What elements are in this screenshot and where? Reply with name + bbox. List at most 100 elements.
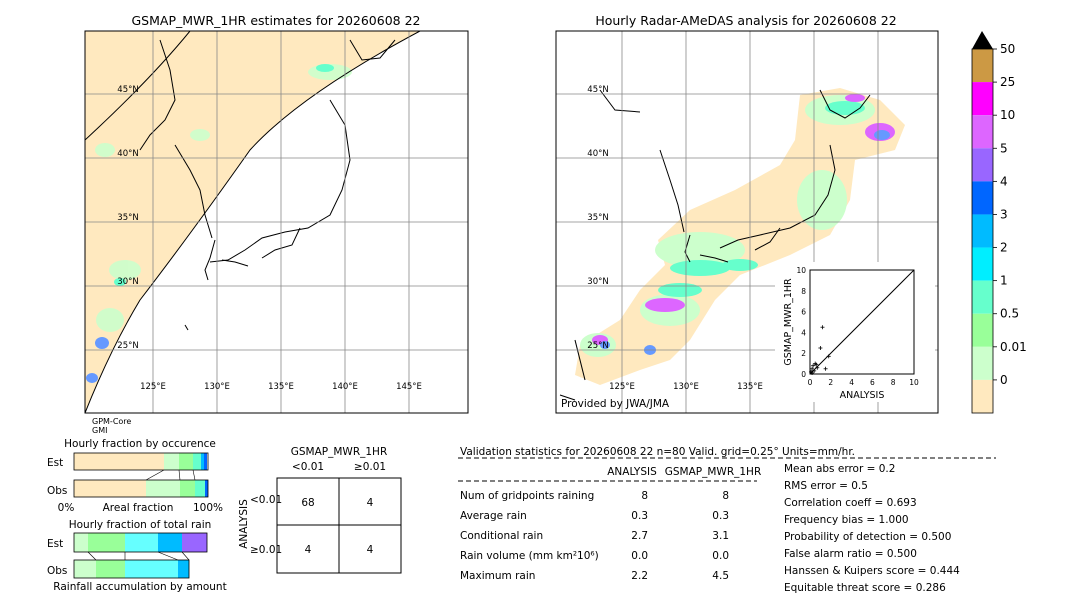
contingency-table: GSMAP_MWR_1HR <0.01 ≥0.01 ANALYSIS <0.01… — [238, 446, 402, 574]
colorbar-label: 2 — [1000, 241, 1008, 255]
colorbar-cell — [972, 379, 993, 413]
left-lon-label: 140°E — [332, 382, 358, 392]
scatter-ylabel: GSMAP_MWR_1HR — [783, 278, 794, 366]
scatter-xtick: 0 — [808, 378, 813, 387]
validation-score: Probability of detection = 0.500 — [784, 531, 951, 543]
scatter-xtick: 6 — [870, 378, 875, 387]
right-map-title: Hourly Radar-AMeDAS analysis for 2026060… — [595, 13, 896, 28]
contingency-row-header: ≥0.01 — [250, 544, 282, 556]
right-lat-label: 35°N — [587, 213, 608, 223]
scatter-xlabel: ANALYSIS — [840, 390, 885, 401]
scatter-point — [823, 366, 828, 371]
right-lat-label: 45°N — [587, 85, 608, 95]
colorbar-cell — [972, 247, 993, 281]
validation-row-label: Num of gridpoints raining — [460, 490, 594, 502]
validation-row-analysis: 0.3 — [631, 510, 648, 522]
left-lat-label: 45°N — [117, 85, 138, 95]
scatter-xtick: 2 — [828, 378, 833, 387]
left-footnote: GMI — [92, 426, 107, 435]
validation-score: Mean abs error = 0.2 — [784, 463, 895, 475]
colorbar-label: 1 — [1000, 274, 1008, 288]
left-lat-label: 30°N — [117, 277, 138, 287]
axis-mid: Areal fraction — [103, 502, 174, 514]
contingency-row-header: <0.01 — [250, 494, 282, 506]
colorbar: 50 25 10 5 4 3 2 1 0.5 0.01 0 — [971, 31, 1027, 414]
colorbar-cell — [972, 82, 993, 116]
left-lat-label: 25°N — [117, 341, 138, 351]
left-lon-label: 145°E — [396, 382, 422, 392]
validation-row-gsmap: 0.3 — [712, 510, 729, 522]
validation-row-label: Average rain — [460, 510, 527, 522]
validation-score: Equitable threat score = 0.286 — [784, 582, 946, 594]
contingency-row-axis: ANALYSIS — [238, 499, 250, 549]
col-analysis: ANALYSIS — [607, 466, 657, 478]
right-lat-label: 25°N — [587, 341, 608, 351]
left-swath — [85, 31, 420, 413]
validation-row-label: Rain volume (mm km²10⁶) — [460, 550, 599, 562]
contingency-cell: 4 — [367, 544, 374, 556]
colorbar-label: 4 — [1000, 174, 1008, 188]
axis-right: 100% — [193, 502, 223, 514]
contingency-col-header: <0.01 — [292, 461, 324, 473]
colorbar-label: 0.01 — [1000, 340, 1027, 354]
scatter-point — [820, 325, 825, 330]
scatter-ytick: 0 — [801, 370, 806, 379]
scatter-point — [826, 354, 831, 359]
colorbar-cell — [972, 148, 993, 182]
right-lon-label: 130°E — [673, 382, 699, 392]
validation-row-analysis: 8 — [641, 490, 648, 502]
left-map-title: GSMAP_MWR_1HR estimates for 20260608 22 — [132, 13, 421, 28]
colorbar-label: 0.5 — [1000, 307, 1019, 321]
validation-row-gsmap: 8 — [722, 490, 729, 502]
scatter-ytick: 4 — [801, 328, 806, 337]
colorbar-cell — [972, 313, 993, 347]
fraction-occurrence-title: Hourly fraction by occurence — [64, 438, 216, 450]
scatter-point — [810, 370, 815, 375]
left-lat-label: 40°N — [117, 149, 138, 159]
col-gsmap: GSMAP_MWR_1HR — [665, 466, 761, 478]
validation-row-label: Conditional rain — [460, 530, 543, 542]
row-label-est: Est — [47, 457, 63, 469]
contingency-title: GSMAP_MWR_1HR — [291, 446, 387, 458]
scatter-point — [814, 362, 819, 367]
colorbar-label: 3 — [1000, 207, 1008, 221]
validation-score: Hanssen & Kuipers score = 0.444 — [784, 565, 960, 577]
colorbar-cell — [972, 280, 993, 314]
validation-row-analysis: 2.7 — [631, 530, 648, 542]
colorbar-label: 5 — [1000, 141, 1008, 155]
colorbar-cell — [972, 181, 993, 215]
scatter-ytick: 6 — [801, 308, 806, 317]
scatter-xtick: 4 — [849, 378, 854, 387]
colorbar-extend-arrow — [972, 31, 993, 49]
row-label-obs: Obs — [47, 485, 67, 497]
left-lat-label: 35°N — [117, 213, 138, 223]
scatter-ytick: 10 — [796, 266, 806, 275]
validation-score: False alarm ratio = 0.500 — [784, 548, 917, 560]
validation-row-analysis: 2.2 — [631, 570, 648, 582]
fraction-total-title: Hourly fraction of total rain — [69, 519, 212, 531]
right-credit: Provided by JWA/JMA — [561, 398, 670, 410]
colorbar-label: 10 — [1000, 108, 1015, 122]
validation-row-gsmap: 4.5 — [712, 570, 729, 582]
colorbar-cell — [972, 346, 993, 380]
scatter-inset: 00 2 2 4 4 6 6 8 8 10 10 ANALYSIS GSMAP_MWR_1HR — [783, 266, 919, 401]
row-label-obs: Obs — [47, 565, 67, 577]
right-lat-label: 40°N — [587, 149, 608, 159]
validation-header: Validation statistics for 20260608 22 n=… — [460, 446, 855, 458]
validation-score: Correlation coeff = 0.693 — [784, 497, 917, 509]
validation-score: Frequency bias = 1.000 — [784, 514, 909, 526]
contingency-cell: 4 — [367, 497, 374, 509]
scatter-xtick: 10 — [909, 378, 919, 387]
right-lat-label: 30°N — [587, 277, 608, 287]
scatter-point — [810, 366, 815, 371]
left-lon-label: 125°E — [140, 382, 166, 392]
contingency-col-header: ≥0.01 — [354, 461, 386, 473]
contingency-cell: 4 — [305, 544, 312, 556]
scatter-point — [811, 363, 816, 368]
scatter-point — [818, 346, 823, 350]
colorbar-cell — [972, 115, 993, 149]
colorbar-cell — [972, 49, 993, 83]
scatter-ytick: 2 — [801, 349, 806, 358]
colorbar-cell — [972, 214, 993, 248]
colorbar-label: 0 — [1000, 373, 1008, 387]
